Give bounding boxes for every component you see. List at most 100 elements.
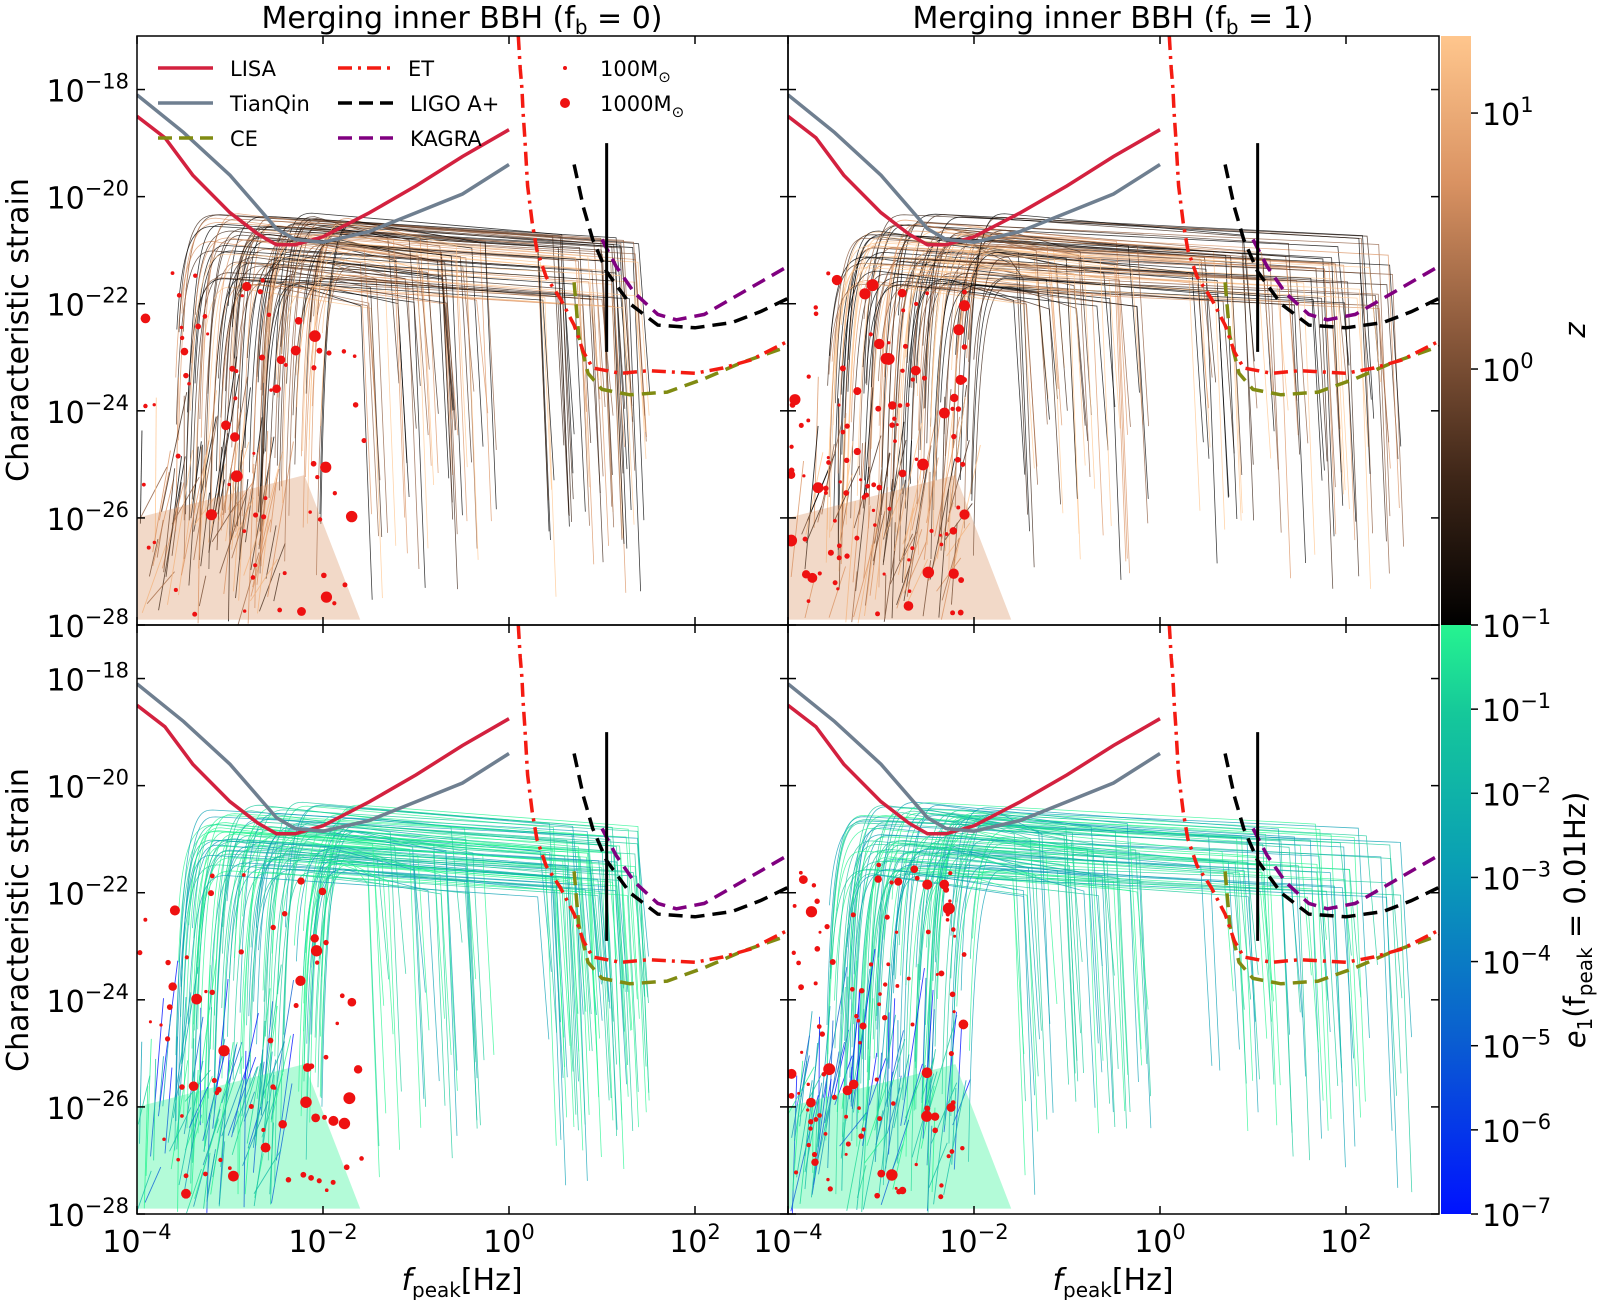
lisa-curve — [788, 703, 1161, 836]
merger-point — [945, 918, 950, 922]
tianqin-curve — [137, 682, 510, 833]
legend-label: TianQin — [229, 92, 310, 116]
merger-point — [826, 456, 830, 460]
merger-point — [202, 314, 208, 319]
merger-point — [922, 566, 935, 579]
merger-point — [843, 457, 850, 464]
merger-point — [878, 992, 882, 996]
merger-point — [173, 587, 178, 593]
merger-point — [960, 461, 966, 467]
merger-point — [836, 543, 842, 549]
legend-label: 100M⊙ — [600, 57, 671, 86]
merger-point — [823, 1131, 828, 1136]
merger-point — [297, 607, 306, 616]
merger-point — [895, 984, 900, 988]
merger-point — [176, 293, 182, 298]
merger-point — [789, 394, 801, 406]
merger-point — [892, 416, 897, 421]
merger-point — [192, 611, 198, 617]
merger-point — [322, 1114, 327, 1120]
merger-point — [309, 330, 321, 342]
merger-point — [813, 305, 818, 310]
tianqin-curve — [137, 93, 510, 244]
merger-point — [793, 1170, 799, 1175]
merger-point — [932, 1127, 938, 1134]
merger-point — [320, 591, 333, 603]
y-tick-label: 10−20 — [46, 177, 129, 217]
merger-point — [805, 906, 818, 918]
merger-point — [866, 279, 879, 292]
merger-point — [950, 1100, 956, 1106]
xlabel-right: fpeak[Hz] — [1052, 1263, 1173, 1300]
merger-point — [806, 1097, 816, 1108]
merger-point — [283, 363, 288, 367]
track-lines — [788, 801, 1413, 1214]
merger-point — [837, 403, 841, 407]
merger-point — [343, 1164, 350, 1171]
merger-point — [276, 355, 286, 365]
merger-point — [335, 1021, 340, 1026]
merger-point — [910, 1022, 915, 1027]
merger-point — [263, 496, 268, 501]
merger-point — [241, 873, 246, 877]
merger-point — [874, 1077, 879, 1082]
merger-point — [848, 1079, 859, 1090]
merger-point — [318, 887, 327, 896]
tianqin-curve — [788, 93, 1161, 244]
merger-point — [253, 563, 258, 568]
merger-point — [853, 447, 861, 456]
merger-point — [891, 1101, 896, 1106]
merger-point — [882, 572, 886, 576]
track-lines — [137, 212, 651, 625]
merger-point — [922, 375, 927, 381]
merger-point — [944, 907, 948, 911]
merger-point — [817, 1113, 822, 1118]
merger-point — [315, 475, 320, 480]
colorbar-e-tick: 10−1 — [1482, 689, 1551, 729]
merger-point — [943, 886, 950, 893]
merger-point — [788, 1092, 795, 1099]
merger-point — [260, 1142, 271, 1153]
merger-point — [272, 384, 281, 394]
merger-point — [300, 1171, 307, 1178]
merger-point — [798, 870, 803, 875]
merger-point — [806, 1142, 811, 1148]
y-tick-label: 10−28 — [46, 1194, 129, 1234]
colorbar-e-tick: 10−5 — [1482, 1026, 1551, 1066]
kagra-curve — [1251, 238, 1439, 322]
merger-point — [821, 1072, 827, 1077]
legend-label: LIGO A+ — [410, 92, 499, 116]
merger-point — [295, 975, 306, 986]
legend-label: ET — [408, 57, 434, 81]
merger-points — [140, 271, 367, 617]
merger-point — [165, 959, 171, 966]
merger-point — [343, 1092, 356, 1105]
merger-point — [850, 912, 856, 918]
merger-point — [857, 1106, 861, 1110]
merger-point — [269, 388, 273, 392]
legend-label: 1000M⊙ — [600, 92, 684, 121]
merger-point — [191, 993, 203, 1005]
lisa-curve — [137, 114, 510, 247]
merger-point — [868, 962, 874, 967]
merger-point — [858, 987, 865, 994]
merger-point — [278, 1119, 287, 1129]
merger-point — [901, 308, 906, 313]
merger-point — [864, 492, 870, 498]
ligo-curve — [572, 753, 788, 919]
merger-point — [316, 1178, 322, 1184]
merger-point — [227, 1166, 232, 1171]
merger-point — [939, 542, 944, 547]
merger-point — [321, 572, 327, 579]
merger-point — [910, 865, 919, 874]
merger-point — [141, 482, 146, 487]
merger-point — [316, 347, 323, 354]
merger-point — [257, 289, 263, 295]
merger-point — [806, 418, 811, 423]
merger-point — [310, 945, 323, 957]
merger-point — [938, 533, 942, 537]
panel-bottom-right — [788, 625, 1439, 1214]
merger-point — [353, 1065, 363, 1074]
merger-point — [871, 508, 876, 513]
